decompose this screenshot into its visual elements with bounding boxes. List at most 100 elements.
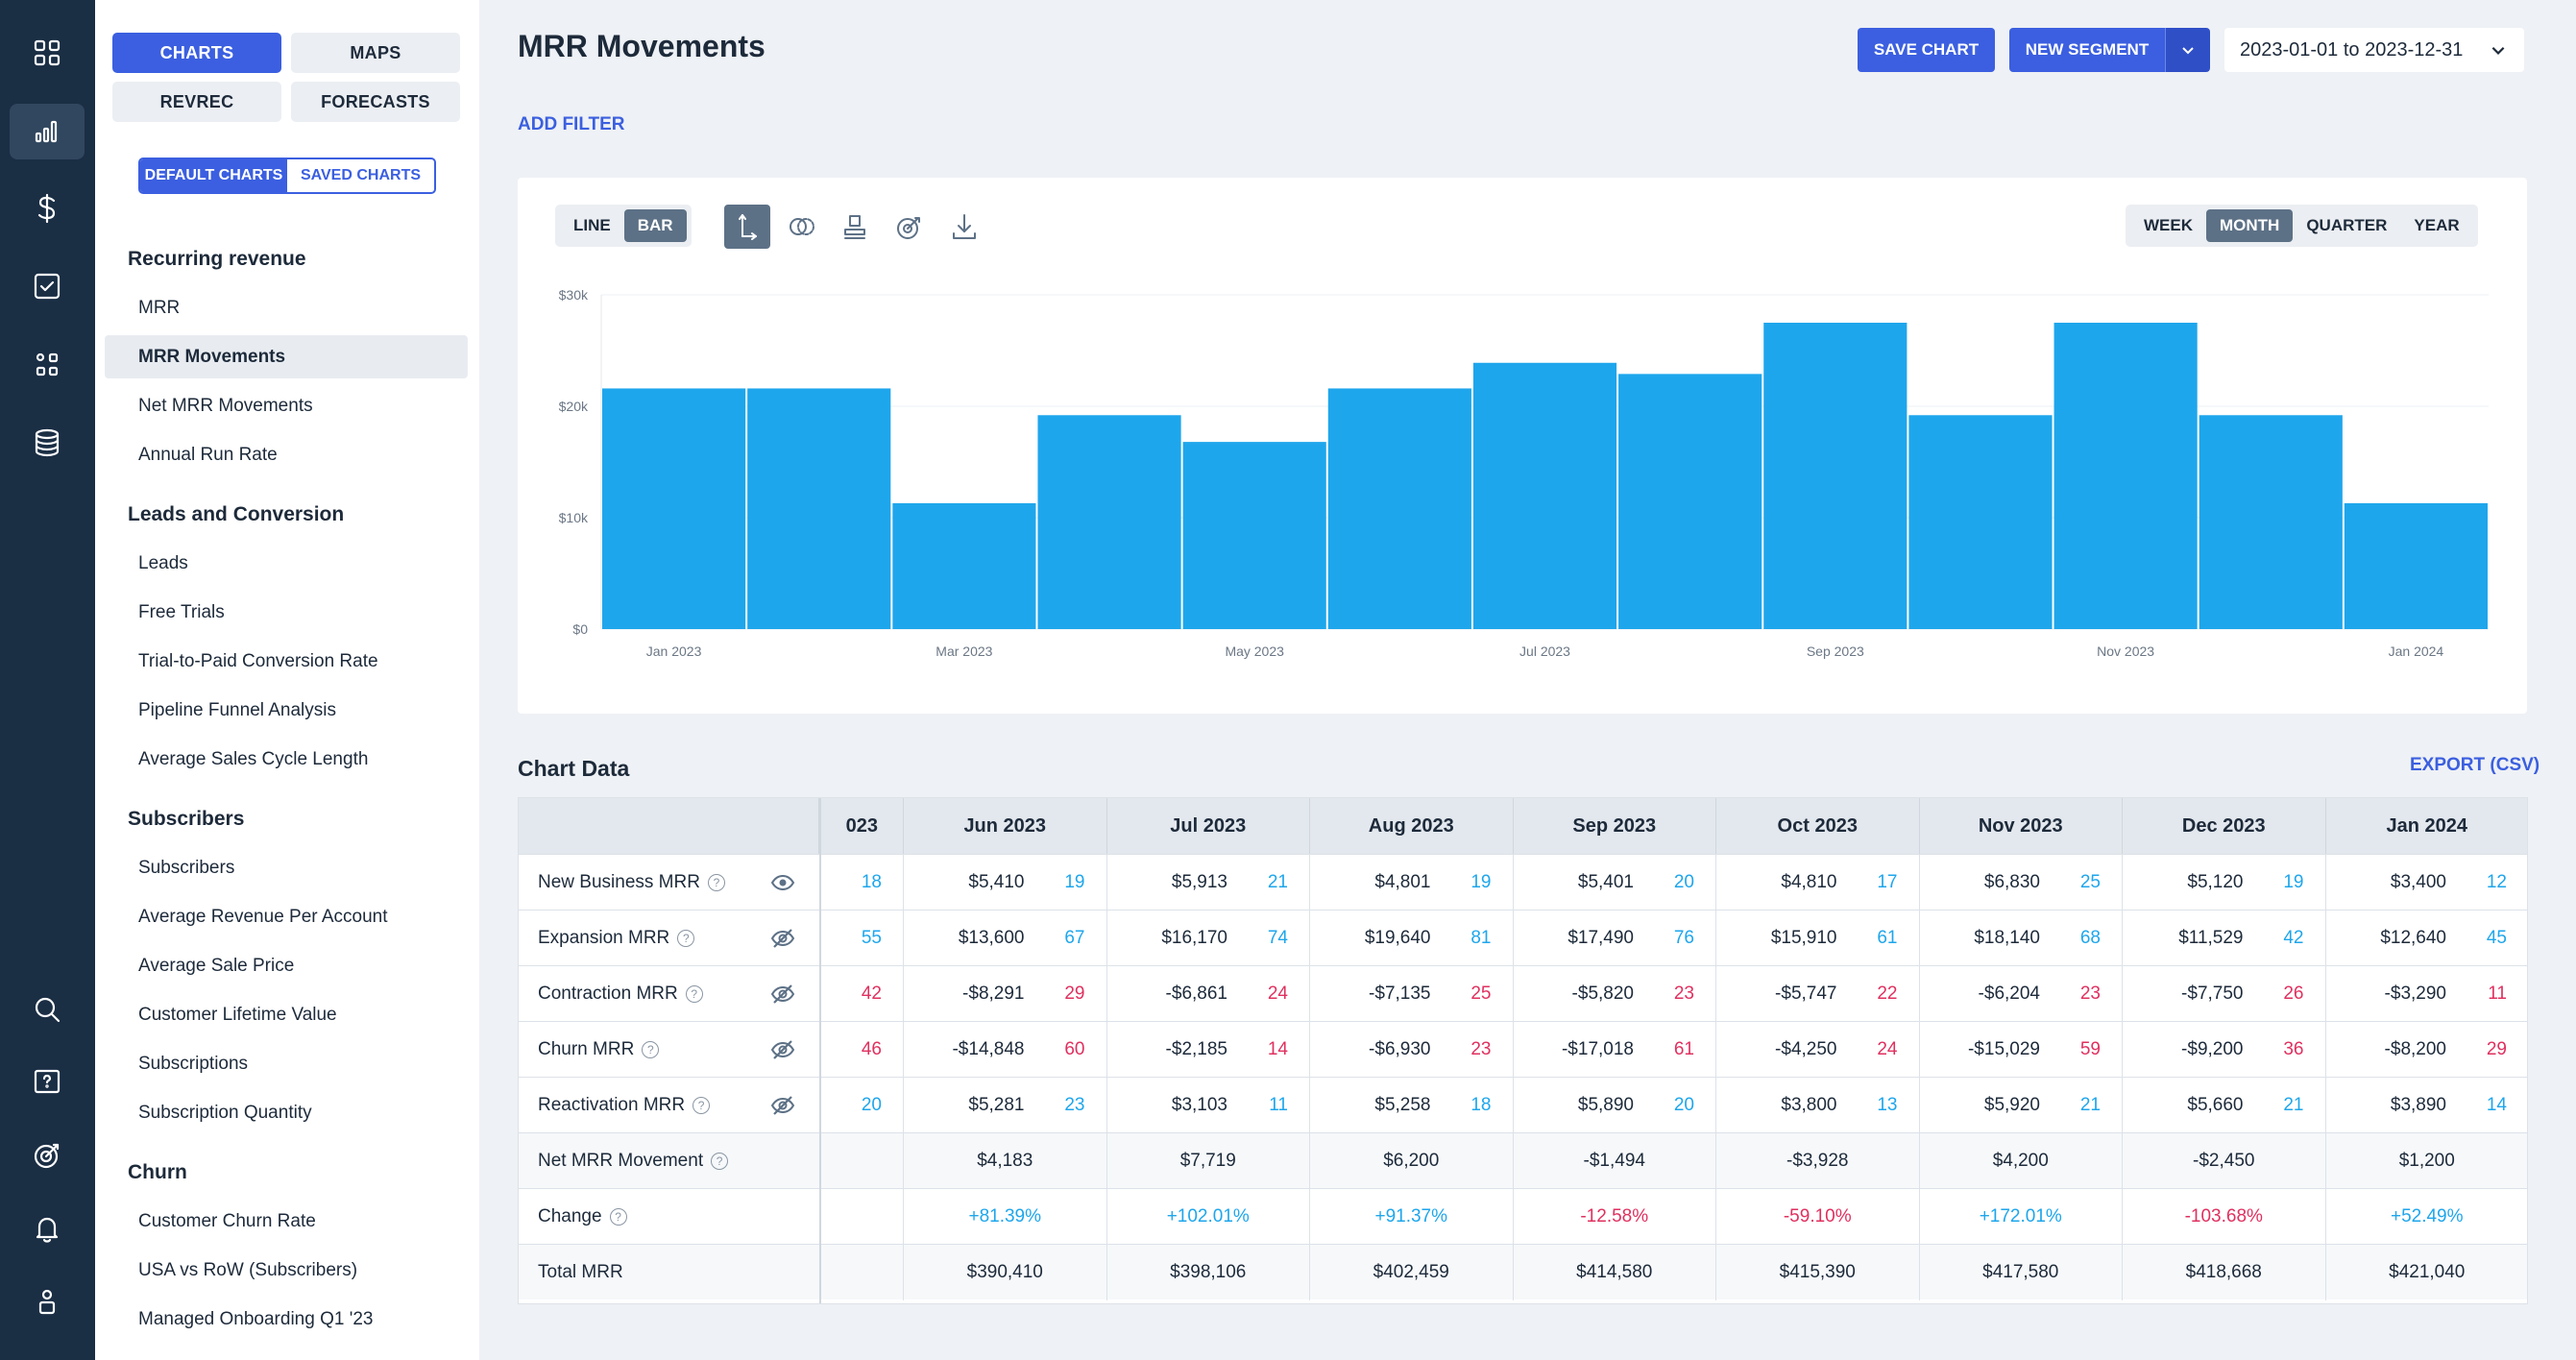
bell-icon[interactable] — [10, 1201, 85, 1256]
sidebar-item-subscriptions[interactable]: Subscriptions — [138, 1053, 249, 1074]
period-month[interactable]: MONTH — [2206, 209, 2294, 242]
tab-maps[interactable]: MAPS — [291, 33, 460, 73]
sidebar-item-leads[interactable]: Leads — [138, 552, 188, 573]
sidebar-item-avg-sale-price[interactable]: Average Sale Price — [138, 955, 295, 976]
x-tick-label: Mar 2023 — [936, 644, 992, 659]
line-toggle[interactable]: LINE — [573, 216, 611, 234]
cell-count: 74 — [1267, 928, 1288, 948]
sidebar-item-trial-conversion[interactable]: Trial-to-Paid Conversion Rate — [138, 650, 378, 671]
cell-count: 21 — [2283, 1095, 2304, 1115]
tab-saved-charts[interactable]: SAVED CHARTS — [300, 167, 422, 183]
target-icon[interactable] — [10, 1128, 85, 1183]
sidebar-item-ltv[interactable]: Customer Lifetime Value — [138, 1004, 337, 1025]
help-icon[interactable] — [10, 1055, 85, 1110]
help-icon[interactable]: ? — [685, 985, 703, 1003]
bar-jan-2023[interactable] — [602, 388, 746, 629]
sidebar-item-subscription-quantity[interactable]: Subscription Quantity — [138, 1102, 312, 1123]
apps-icon[interactable] — [10, 337, 85, 393]
sidebar-item-churn-rate[interactable]: Customer Churn Rate — [138, 1210, 316, 1231]
row-label-text: Net MRR Movement — [538, 1151, 704, 1171]
tab-forecasts[interactable]: FORECASTS — [291, 82, 460, 122]
period-quarter[interactable]: QUARTER — [2306, 216, 2388, 234]
stacked-axis-icon[interactable] — [724, 205, 770, 249]
table-cell: -$15,029 59 — [1920, 1022, 2123, 1078]
column-header: Aug 2023 — [1310, 798, 1514, 854]
sidebar-item-pipeline-funnel[interactable]: Pipeline Funnel Analysis — [138, 699, 336, 720]
bar-jul-2023[interactable] — [1472, 362, 1617, 629]
sidebar-item-mrr-movements[interactable]: MRR Movements — [105, 335, 468, 378]
sidebar-item-arpa[interactable]: Average Revenue Per Account — [138, 906, 388, 927]
cell-value: $19,640 — [1364, 928, 1431, 948]
bar-dec-2023[interactable] — [2199, 415, 2343, 629]
cell-value: $5,281 — [968, 1095, 1025, 1115]
bar-nov-2023[interactable] — [2054, 323, 2198, 629]
table-cell: -$7,135 25 — [1310, 966, 1514, 1022]
checkbox-icon[interactable] — [10, 258, 85, 314]
new-segment-dropdown[interactable] — [2165, 28, 2210, 72]
sidebar-item-subscribers[interactable]: Subscribers — [138, 857, 235, 878]
search-icon[interactable] — [10, 982, 85, 1037]
eye-off-icon[interactable] — [770, 982, 795, 1007]
table-row: Churn MRR? 46 -$14,848 60 -$2,185 14 -$6,930 23… — [519, 1021, 2527, 1078]
table-cell: $421,040 — [2326, 1245, 2528, 1300]
new-segment-button[interactable]: NEW SEGMENT — [2009, 28, 2165, 72]
table-cell: 55 — [819, 911, 904, 966]
help-icon[interactable]: ? — [609, 1208, 627, 1226]
sidebar-item-usa-vs-row[interactable]: USA vs RoW (Subscribers) — [138, 1259, 358, 1280]
eye-off-icon[interactable] — [770, 1037, 795, 1062]
sidebar-item-free-trials[interactable]: Free Trials — [138, 601, 225, 622]
sidebar-item-annual-run-rate[interactable]: Annual Run Rate — [138, 444, 278, 465]
database-icon[interactable] — [10, 415, 85, 471]
sidebar-item-mrr[interactable]: MRR — [138, 297, 181, 318]
date-range-picker[interactable]: 2023-01-01 to 2023-12-31 — [2224, 28, 2524, 72]
eye-off-icon[interactable] — [770, 926, 795, 951]
cell-count: 23 — [1470, 1039, 1492, 1059]
tab-charts[interactable]: CHARTS — [112, 33, 281, 73]
help-icon[interactable]: ? — [707, 874, 725, 891]
export-csv-link[interactable]: EXPORT (CSV) — [2410, 755, 2540, 775]
cell-count: 24 — [1267, 984, 1288, 1004]
stamp-icon[interactable] — [832, 205, 878, 249]
help-icon[interactable]: ? — [642, 1041, 660, 1058]
table-row: Contraction MRR? 42 -$8,291 29 -$6,861 24 -$7,… — [519, 965, 2527, 1022]
table-cell: -$7,750 26 — [2123, 966, 2326, 1022]
bar-mar-2023[interactable] — [892, 502, 1036, 629]
bar-jun-2023[interactable] — [1327, 388, 1471, 629]
download-icon[interactable] — [941, 205, 987, 249]
user-icon[interactable] — [10, 1274, 85, 1329]
bar-oct-2023[interactable] — [1908, 415, 2053, 629]
eye-off-icon[interactable] — [770, 1093, 795, 1118]
help-icon[interactable]: ? — [677, 930, 695, 947]
grid-icon[interactable] — [10, 25, 85, 81]
bar-sep-2023[interactable] — [1763, 323, 1908, 629]
bar-apr-2023[interactable] — [1037, 415, 1181, 629]
table-cell: $5,401 20 — [1514, 855, 1716, 911]
bar-toggle[interactable]: BAR — [623, 209, 687, 242]
help-icon[interactable]: ? — [711, 1153, 729, 1170]
tab-default-charts[interactable]: DEFAULT CHARTS — [140, 159, 287, 192]
cell-value: $3,890 — [2390, 1095, 2446, 1115]
table-cell: $16,170 74 — [1107, 911, 1310, 966]
help-icon[interactable]: ? — [693, 1097, 711, 1114]
sidebar-item-sales-cycle[interactable]: Average Sales Cycle Length — [138, 748, 369, 769]
period-week[interactable]: WEEK — [2144, 216, 2193, 234]
table-cell: $5,120 19 — [2123, 855, 2326, 911]
chart-icon[interactable] — [10, 104, 85, 159]
eye-icon[interactable] — [770, 870, 795, 895]
bar-aug-2023[interactable] — [1618, 374, 1762, 629]
period-year[interactable]: YEAR — [2414, 216, 2460, 234]
cell-count: 20 — [861, 1095, 882, 1115]
sidebar-item-net-mrr-movements[interactable]: Net MRR Movements — [138, 395, 313, 416]
sidebar-item-onboarding[interactable]: Managed Onboarding Q1 '23 — [138, 1308, 374, 1329]
tab-revrec[interactable]: REVREC — [112, 82, 281, 122]
table-row: Change? +81.39% +102.01% +91.37% -12.58% -59.… — [519, 1188, 2527, 1245]
save-chart-button[interactable]: SAVE CHART — [1858, 28, 1995, 72]
frozen-column-divider — [819, 798, 821, 1303]
bar-may-2023[interactable] — [1182, 442, 1326, 629]
bar-feb-2023[interactable] — [747, 388, 891, 629]
add-filter-link[interactable]: ADD FILTER — [518, 114, 625, 134]
dollar-icon[interactable] — [10, 181, 85, 236]
bar-jan-2024[interactable] — [2344, 502, 2488, 629]
compare-icon[interactable] — [779, 205, 825, 249]
goal-icon[interactable] — [887, 205, 933, 249]
